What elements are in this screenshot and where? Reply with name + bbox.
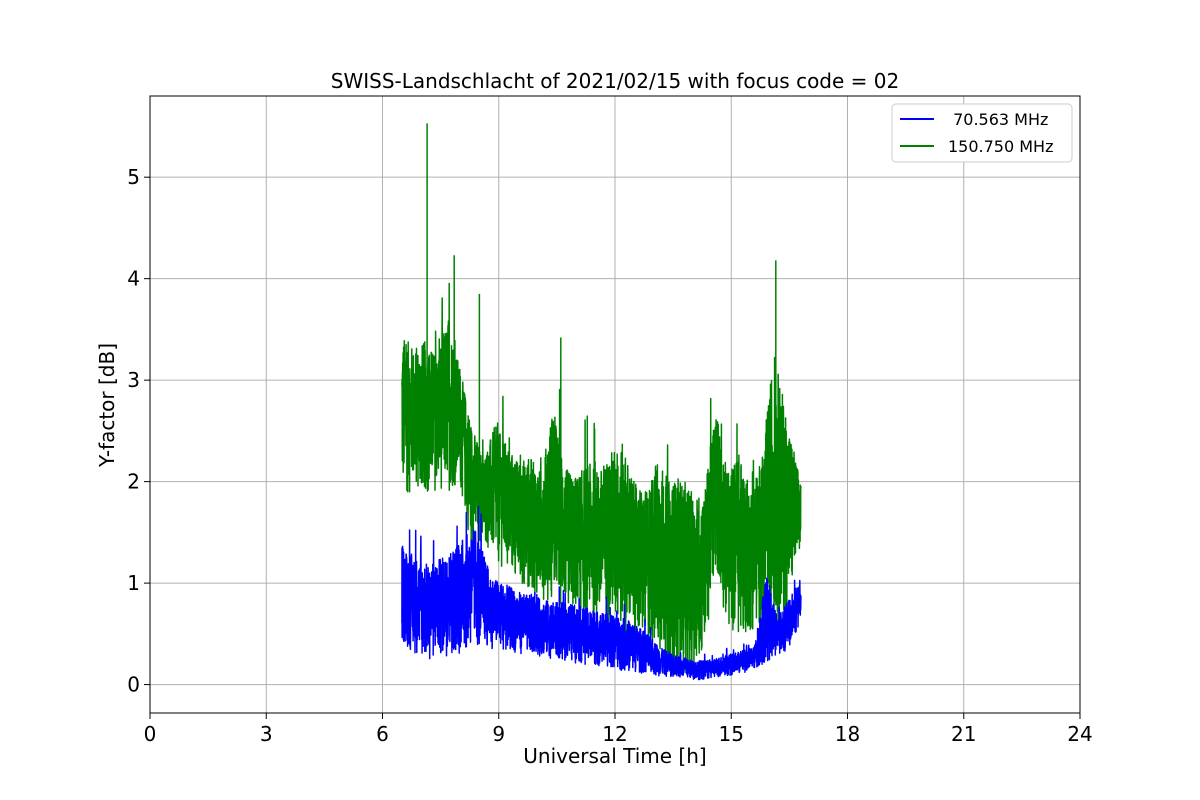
x-tick-label: 12: [602, 722, 627, 746]
legend-label-1: 150.750 MHz: [948, 137, 1053, 156]
x-tick-label: 3: [260, 722, 273, 746]
y-tick-label: 4: [127, 267, 140, 291]
y-tick-label: 0: [127, 673, 140, 697]
x-tick-label: 0: [144, 722, 157, 746]
series-layer: [401, 123, 802, 681]
legend-box: [891, 103, 1073, 163]
x-tick-label: 9: [492, 722, 505, 746]
legend: 70.563 MHz 150.750 MHz: [891, 103, 1073, 163]
x-axis-label: Universal Time [h]: [523, 744, 706, 768]
legend-label-0: 70.563 MHz: [948, 110, 1048, 129]
y-tick-label: 5: [127, 165, 140, 189]
x-tick-label: 6: [376, 722, 389, 746]
y-tick-label: 3: [127, 368, 140, 392]
x-tick-label: 18: [835, 722, 860, 746]
y-axis-label: Y-factor [dB]: [95, 343, 119, 468]
series-line-0: [401, 505, 802, 681]
x-tick-label: 21: [951, 722, 976, 746]
chart-title: SWISS-Landschlacht of 2021/02/15 with fo…: [331, 69, 899, 93]
y-tick-label: 1: [127, 571, 140, 595]
y-tick-label: 2: [127, 470, 140, 494]
x-tick-label: 15: [719, 722, 744, 746]
series-line-1: [401, 123, 802, 677]
x-tick-label: 24: [1067, 722, 1092, 746]
